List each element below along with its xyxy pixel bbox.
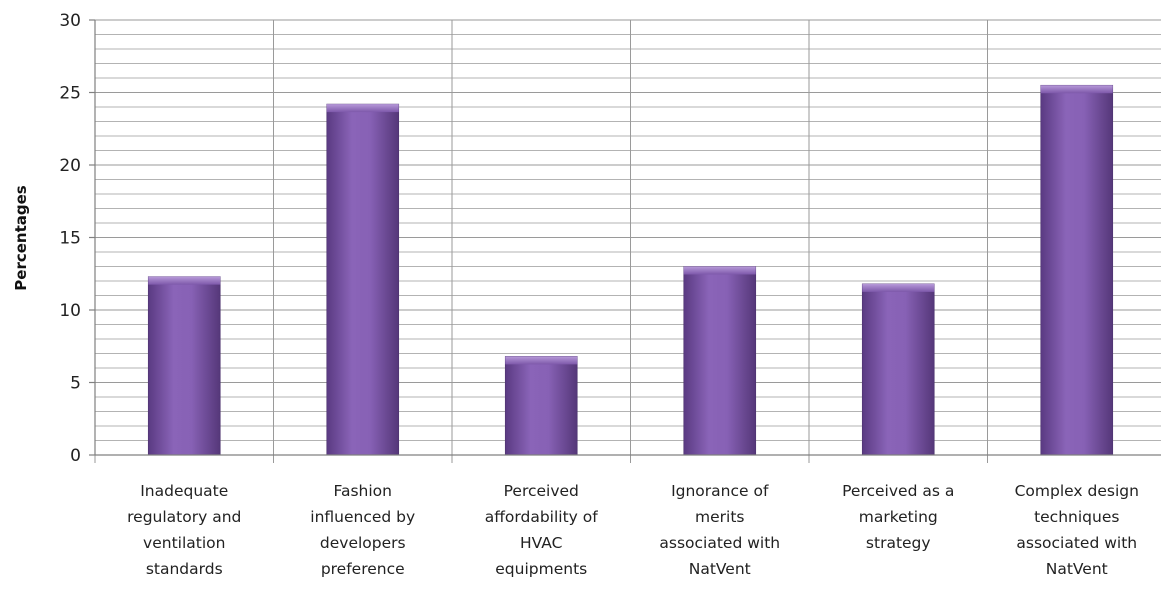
category-label: Ignorance of merits associated with NatVent — [659, 482, 780, 578]
axes — [89, 19, 1161, 456]
y-tick-labels: 0 5 10 15 20 25 30 — [59, 11, 81, 466]
bars — [147, 84, 1114, 456]
bar — [147, 276, 221, 456]
bar — [683, 266, 757, 456]
bar-top-highlight — [505, 356, 578, 365]
category-label: Inadequate regulatory and ventilation stand… — [127, 482, 241, 578]
x-category-labels: Inadequate regulatory and ventilation stand… — [127, 482, 1139, 578]
y-tick-label: 5 — [70, 374, 81, 394]
category-label: Perceived affordability of HVAC equipments — [485, 482, 599, 578]
bar — [1040, 84, 1114, 456]
category-label: Fashion influenced by developers preference — [310, 482, 415, 578]
category-label: Complex design techniques associated with N… — [1015, 482, 1139, 578]
bar — [861, 283, 935, 456]
y-tick-label: 30 — [59, 11, 81, 31]
y-tick-label: 0 — [70, 446, 81, 466]
category-label: Perceived as a marketing strategy — [842, 482, 954, 552]
bar-top-highlight — [683, 266, 756, 275]
bar-top-highlight — [148, 276, 221, 285]
bar — [326, 103, 400, 456]
bar-top-highlight — [862, 283, 935, 292]
y-axis-title: Percentages — [12, 185, 30, 291]
bar-top-highlight — [326, 104, 399, 113]
bar-top-highlight — [1040, 85, 1113, 94]
bar — [504, 356, 578, 456]
y-tick-label: 20 — [59, 156, 81, 176]
y-tick-label: 25 — [59, 84, 81, 104]
y-tick-label: 15 — [59, 229, 81, 249]
gridlines — [94, 19, 1161, 463]
y-tick-label: 10 — [59, 301, 81, 321]
